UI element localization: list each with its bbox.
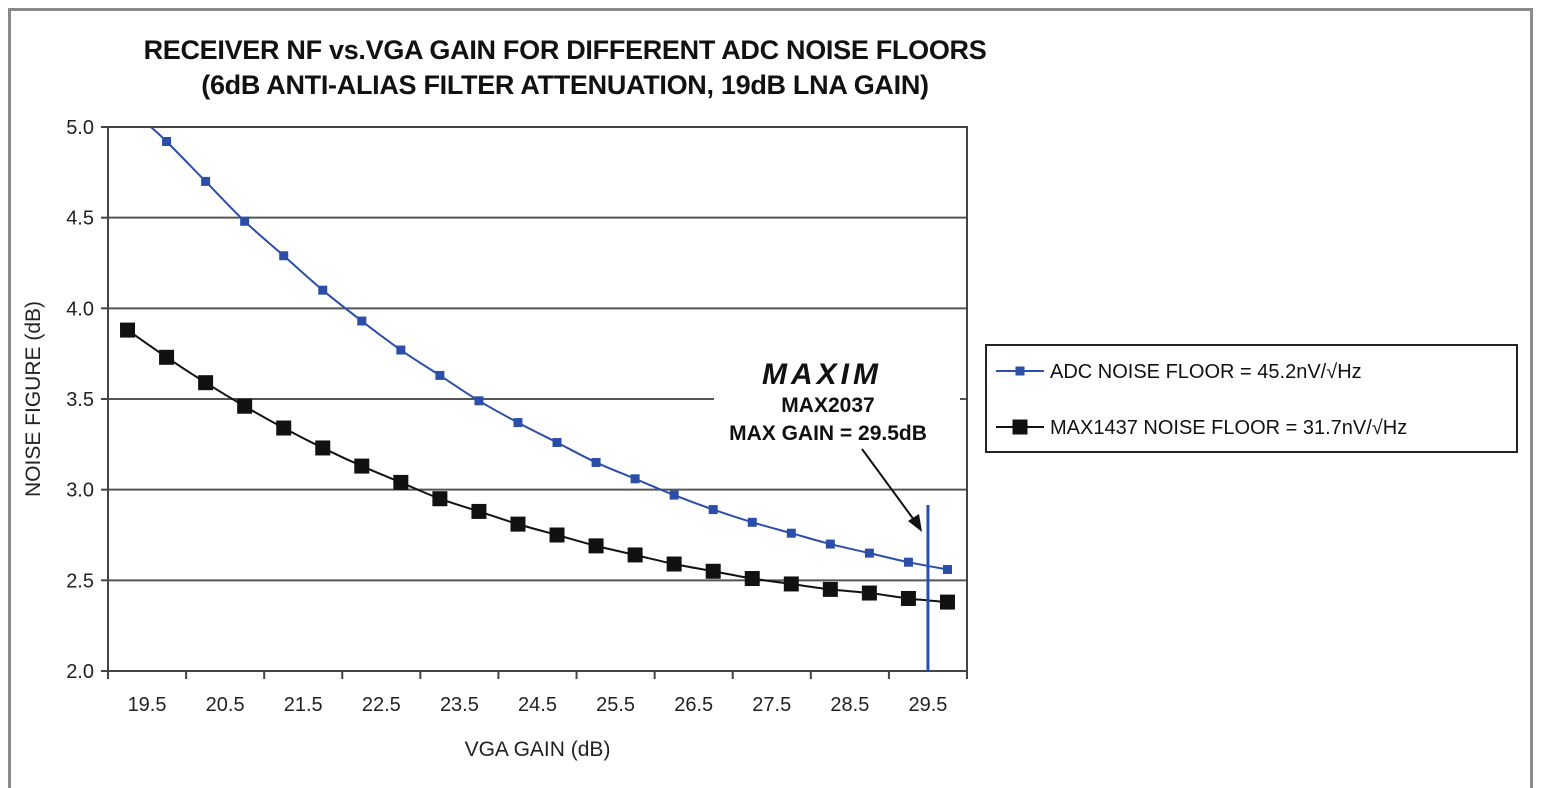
x-tick-label: 25.5: [596, 694, 635, 716]
data-point: [939, 594, 955, 610]
x-tick-label: 21.5: [284, 694, 323, 716]
legend: ADC NOISE FLOOR = 45.2nV/√Hz MAX1437 NOIS…: [985, 344, 1518, 453]
data-point: [861, 585, 877, 601]
data-point: [279, 251, 289, 261]
data-point: [822, 581, 838, 597]
data-point: [942, 564, 952, 574]
x-tick-label: 19.5: [128, 694, 167, 716]
data-point: [705, 563, 721, 579]
axes: 2.0 2.5 3.0 3.5 4.0 4.5 5.0 19.5 20.5 21.5 22.5 23.…: [22, 117, 968, 761]
legend-box: [985, 344, 1518, 453]
annotation-background: [714, 348, 960, 448]
maxim-logo: MAXIM: [762, 358, 882, 391]
data-point: [825, 539, 835, 549]
x-tick-label: 26.5: [674, 694, 713, 716]
annotation-part-number: MAX2037: [781, 394, 874, 417]
data-point: [318, 285, 328, 295]
data-point: [588, 538, 604, 554]
chart-title: RECEIVER NF vs.VGA GAIN FOR DIFFERENT AD…: [143, 35, 987, 65]
data-point: [900, 590, 916, 606]
data-point: [591, 457, 601, 467]
data-point: [201, 176, 211, 186]
data-point: [510, 516, 526, 532]
annotation-arrowhead: [908, 514, 922, 532]
y-tick-label: 4.5: [66, 208, 94, 230]
y-tick-label: 3.5: [66, 389, 94, 411]
data-point: [666, 556, 682, 572]
legend-swatch-marker: [1015, 366, 1025, 376]
data-point: [159, 349, 175, 365]
x-tick-label: 20.5: [206, 694, 245, 716]
data-point: [357, 316, 367, 326]
data-point: [669, 490, 679, 500]
data-point: [396, 345, 406, 355]
data-point: [786, 528, 796, 538]
data-point: [162, 137, 172, 147]
y-axis-title: NOISE FIGURE (dB): [22, 301, 45, 497]
data-point: [432, 491, 448, 507]
series-line-1: [150, 126, 948, 571]
x-tick-label: 27.5: [752, 694, 791, 716]
data-point: [354, 458, 370, 474]
data-point: [903, 557, 913, 567]
data-point: [549, 527, 565, 543]
data-point: [513, 418, 523, 428]
legend-entry-2: MAX1437 NOISE FLOOR = 31.7nV/√Hz: [1050, 417, 1407, 439]
legend-entry-1: ADC NOISE FLOOR = 45.2nV/√Hz: [1050, 361, 1362, 383]
data-point: [744, 571, 760, 587]
x-tick-label: 22.5: [362, 694, 401, 716]
data-point: [474, 396, 484, 406]
y-tick-label: 2.5: [66, 570, 94, 592]
data-point: [240, 216, 250, 226]
series-line-2: [126, 329, 948, 604]
data-point: [276, 420, 292, 436]
x-axis-title: VGA GAIN (dB): [465, 738, 611, 761]
data-point: [708, 505, 718, 515]
data-point: [864, 548, 874, 558]
data-point: [315, 440, 331, 456]
data-point: [747, 517, 757, 527]
x-tick-label: 24.5: [518, 694, 557, 716]
data-point: [783, 576, 799, 592]
data-point: [120, 322, 136, 338]
legend-swatch-marker: [1012, 419, 1028, 435]
annotation: MAXIM MAX2037 MAX GAIN = 29.5dB: [714, 348, 960, 671]
y-tick-label: 5.0: [66, 117, 94, 139]
data-point: [630, 474, 640, 484]
data-point: [471, 503, 487, 519]
annotation-max-gain: MAX GAIN = 29.5dB: [729, 422, 927, 445]
y-tick-label: 4.0: [66, 298, 94, 320]
x-tick-label: 28.5: [830, 694, 869, 716]
data-point: [393, 474, 409, 490]
y-tick-label: 2.0: [66, 661, 94, 683]
data-point: [237, 398, 253, 414]
data-point: [198, 375, 214, 391]
x-tick-label: 29.5: [908, 694, 947, 716]
y-tick-label: 3.0: [66, 480, 94, 502]
data-point: [627, 547, 643, 563]
data-point: [435, 370, 445, 380]
x-tick-label: 23.5: [440, 694, 479, 716]
data-point: [552, 438, 562, 448]
chart-subtitle: (6dB ANTI-ALIAS FILTER ATTENUATION, 19dB…: [201, 70, 929, 100]
series-layer: [120, 126, 955, 610]
annotation-arrow: [861, 448, 918, 525]
